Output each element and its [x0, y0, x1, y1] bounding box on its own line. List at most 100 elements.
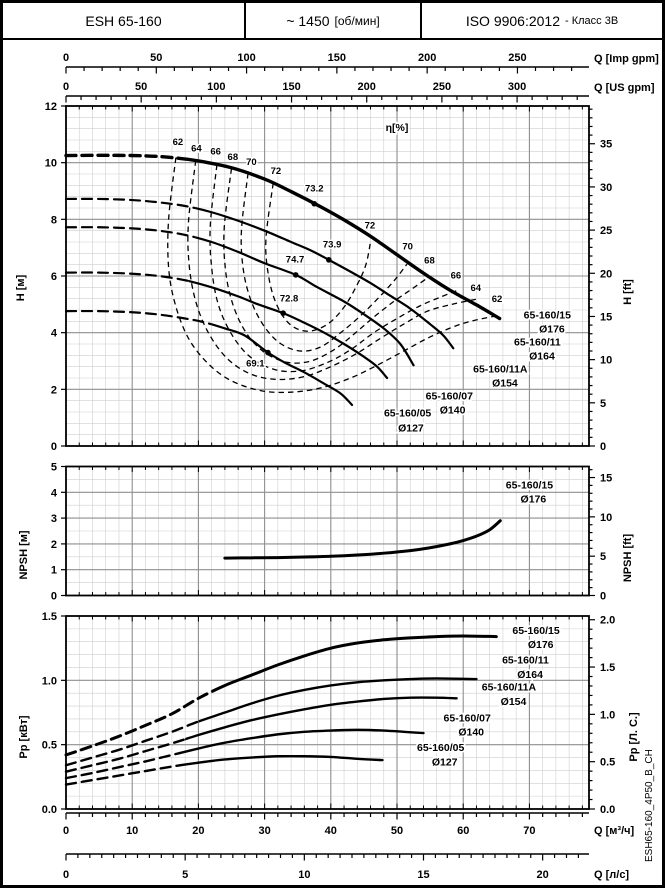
- flow-tick-label: 0: [63, 52, 69, 64]
- right-axis-tick-label: 15: [600, 473, 612, 485]
- eta-contour-label: 72: [271, 166, 282, 177]
- flow-tick-label: 0: [63, 81, 69, 93]
- y-axis-tick-label: 8: [51, 214, 57, 226]
- flow-tick-label: 200: [418, 52, 436, 64]
- y-axis-tick-label: 0.0: [42, 804, 57, 816]
- y-axis-tick-label: 0: [51, 441, 57, 453]
- right-axis-tick-label: 0: [600, 591, 606, 603]
- right-axis-title: H [ft]: [622, 279, 634, 305]
- y-axis-tick-label: 0: [51, 591, 57, 603]
- curve-label-name: 65-160/07: [426, 390, 473, 402]
- eta-contour-label: 68: [424, 256, 435, 267]
- flow-axis-title: Q [л/с]: [594, 869, 629, 881]
- right-axis-tick-label: 5: [600, 398, 606, 410]
- flow-tick-label: 0: [63, 825, 69, 837]
- bep-efficiency-label: 69.1: [246, 359, 265, 370]
- flow-tick-label: 50: [391, 825, 403, 837]
- bep-efficiency-label: 74.7: [286, 255, 305, 266]
- flow-tick-label: 50: [135, 81, 147, 93]
- flow-tick-label: 60: [457, 825, 469, 837]
- flow-axis-title: Q [US gpm]: [594, 82, 655, 94]
- right-axis-tick-label: 20: [600, 268, 612, 280]
- curve-label-diameter: Ø140: [458, 727, 484, 739]
- right-axis-tick-label: 1.0: [600, 709, 615, 721]
- pump-performance-charts: 0 50 100 150 200 250 Q [Imp gpm] 0 50 100 150 200 25…: [3, 38, 662, 885]
- flow-tick-label: 0: [63, 869, 69, 881]
- flow-tick-label: 70: [523, 825, 535, 837]
- curve-label-diameter: Ø154: [492, 378, 518, 390]
- flow-tick-label: 300: [508, 81, 526, 93]
- pump-model: ESH 65-160: [85, 12, 162, 29]
- eta-contour-label: 64: [191, 143, 202, 154]
- curve-label-diameter: Ø176: [528, 639, 554, 651]
- flow-tick-label: 150: [328, 52, 346, 64]
- bep-efficiency-label: 72.8: [280, 294, 299, 305]
- flow-tick-label: 5: [182, 869, 188, 881]
- pump-speed-unit: [об/мин]: [334, 13, 380, 28]
- right-axis-tick-label: 2.0: [600, 615, 615, 627]
- standard: ISO 9906:2012: [465, 12, 560, 29]
- y-axis-tick-label: 4: [51, 328, 58, 340]
- flow-tick-label: 40: [325, 825, 337, 837]
- y-axis-tick-label: 1: [51, 565, 57, 577]
- flow-tick-label: 10: [298, 869, 310, 881]
- right-axis-tick-label: 15: [600, 311, 612, 323]
- right-axis-tick-label: 30: [600, 182, 612, 194]
- eta-contour-label: 68: [228, 152, 239, 163]
- flow-axis-title: Q [Imp gpm]: [594, 53, 659, 65]
- y-axis-tick-label: 4: [51, 487, 58, 499]
- curve-label-diameter: Ø164: [517, 669, 543, 681]
- flow-tick-label: 100: [207, 81, 225, 93]
- curve-label-diameter: Ø127: [432, 756, 458, 768]
- eta-contour-label: 62: [173, 137, 184, 148]
- right-axis-tick-label: 35: [600, 139, 612, 151]
- y-axis-tick-label: 10: [45, 158, 57, 170]
- curve-label-diameter: Ø140: [440, 404, 466, 416]
- y-axis-tick-label: 2: [51, 384, 57, 396]
- flow-tick-label: 10: [126, 825, 138, 837]
- right-axis-tick-label: 0: [600, 441, 606, 453]
- flow-tick-label: 200: [358, 81, 376, 93]
- right-axis-tick-label: 1.5: [600, 662, 615, 674]
- y-axis-title: NPSH [м]: [18, 530, 30, 579]
- bep-efficiency-label: 73.9: [323, 240, 342, 251]
- y-axis-tick-label: 2: [51, 539, 57, 551]
- right-axis-tick-label: 25: [600, 225, 612, 237]
- curve-label-diameter: Ø164: [529, 351, 555, 363]
- flow-tick-label: 15: [417, 869, 429, 881]
- y-axis-tick-label: 1.0: [42, 675, 57, 687]
- y-axis-tick-label: 6: [51, 271, 57, 283]
- right-axis-tick-label: 0.5: [600, 757, 615, 769]
- y-axis-tick-label: 0.5: [42, 740, 57, 752]
- pump-speed-cell: ~ 1450 [об/мин]: [246, 3, 422, 38]
- right-axis-tick-label: 0.0: [600, 804, 615, 816]
- flow-tick-label: 50: [150, 52, 162, 64]
- right-axis-tick-label: 10: [600, 512, 612, 524]
- eta-contour-label: 72: [365, 220, 376, 231]
- curve-label-diameter: Ø154: [501, 696, 527, 708]
- right-axis-tick-label: 10: [600, 355, 612, 367]
- right-axis-tick-label: 5: [600, 551, 606, 563]
- curve-label-name: 65-160/05: [384, 407, 431, 419]
- curve-label-name: 65-160/05: [417, 742, 464, 754]
- y-axis-title: Pp [кВт]: [18, 715, 30, 758]
- eta-contour-label: 70: [246, 157, 257, 168]
- curve-label-name: 65-160/11A: [482, 682, 537, 694]
- curve-label-diameter: Ø127: [398, 422, 424, 434]
- eta-contour-label: 64: [471, 283, 482, 294]
- flow-axis-title: Q [м³/ч]: [594, 825, 635, 837]
- curve-label-name: 65-160/11A: [473, 363, 528, 375]
- pump-curves-svg: 0 50 100 150 200 250 Q [Imp gpm]0 50 100 150 200 25…: [15, 52, 659, 881]
- standard-class: - Класс 3В: [565, 14, 619, 27]
- eta-contour-label: 66: [451, 270, 462, 281]
- right-axis-title: NPSH [ft]: [622, 534, 634, 583]
- curve-label-name: 65-160/11: [502, 655, 549, 667]
- curve-label-name: 65-160/15: [512, 625, 559, 637]
- flow-tick-label: 150: [282, 81, 300, 93]
- flow-tick-label: 100: [237, 52, 255, 64]
- drawing-code: ESH65-160_4P50_B_CH: [644, 749, 655, 862]
- bep-efficiency-label: 73.2: [305, 184, 324, 195]
- efficiency-axis-title: η[%]: [386, 122, 409, 134]
- flow-tick-label: 20: [192, 825, 204, 837]
- y-axis-title: H [м]: [15, 274, 27, 301]
